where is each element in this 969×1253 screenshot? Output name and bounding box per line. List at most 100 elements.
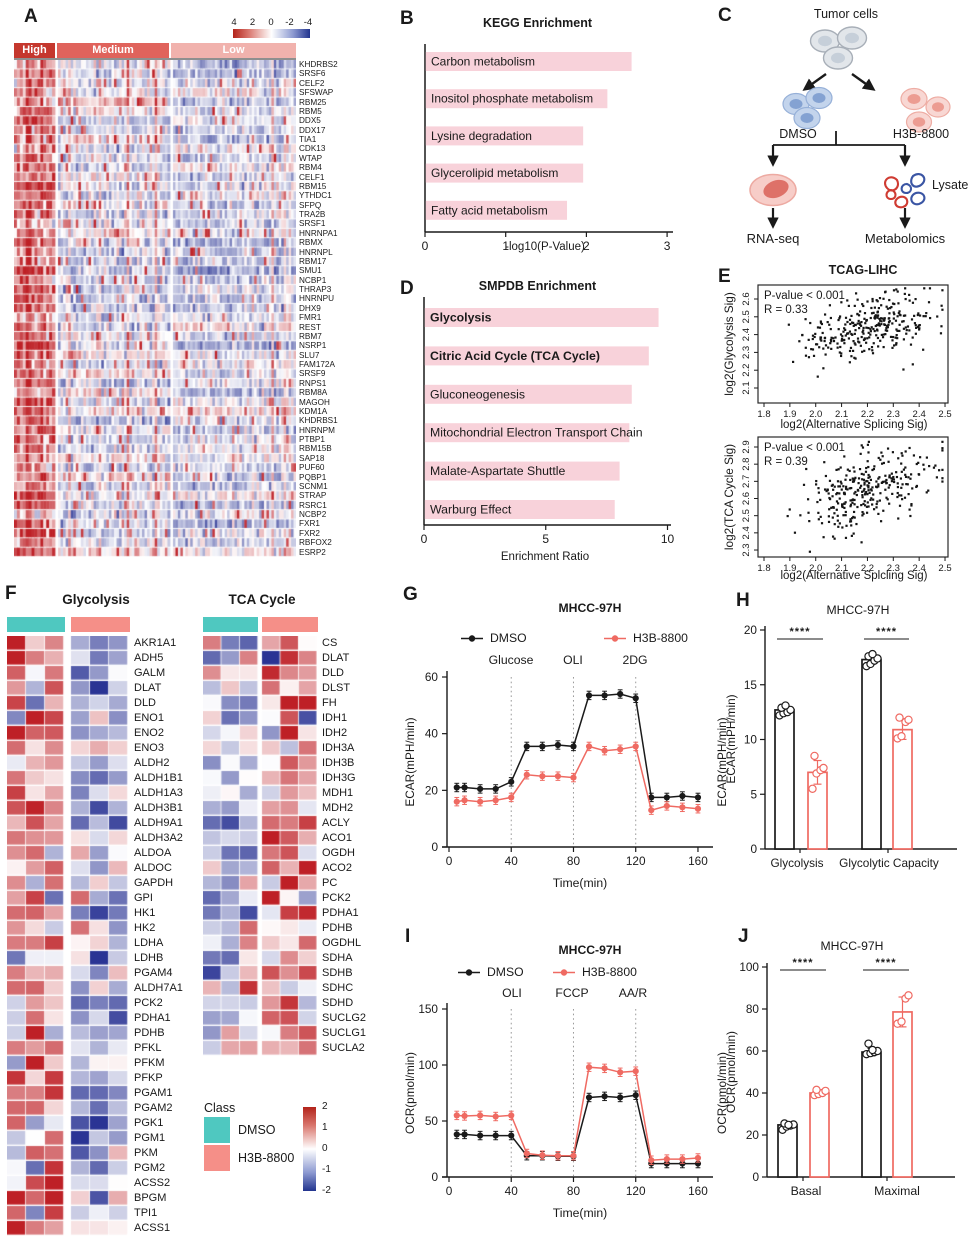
rna-seq-label: RNA-seq: [746, 231, 800, 246]
svg-text:****: ****: [792, 957, 813, 969]
ocr-line-title: MHCC-97H: [558, 943, 622, 957]
panel-label-e: E: [718, 266, 731, 287]
gene-label: MDH1: [322, 787, 354, 799]
svg-text:2.6: 2.6: [741, 292, 752, 305]
workflow-diagram: [749, 26, 951, 229]
svg-text:150: 150: [418, 1002, 438, 1016]
panel-label-i: I: [405, 926, 411, 947]
h3b-label: H3B-8800: [892, 127, 950, 141]
group-header-medium: Medium: [57, 43, 169, 58]
smpdb-xlabel: Enrichment Ratio: [500, 551, 590, 563]
ecar-xlabel: Time(min): [552, 876, 608, 890]
svg-text:2.2: 2.2: [861, 409, 874, 420]
svg-text:2.4: 2.4: [913, 409, 926, 420]
gene-label: PC: [322, 877, 338, 889]
gene-label: IDH1: [322, 712, 348, 724]
svg-text:2.4: 2.4: [741, 328, 752, 341]
gene-label: SUCLG2: [322, 1012, 367, 1024]
gene-label: ACLY: [322, 817, 350, 829]
ocr-xlabel: Time(min): [552, 1206, 608, 1220]
gene-label: TIA1: [299, 135, 317, 145]
gene-label: RBM7: [299, 331, 322, 341]
colorbar-tick: 4: [231, 17, 237, 28]
class-bar-h3b: [262, 617, 318, 632]
svg-text:2.5: 2.5: [741, 310, 752, 323]
svg-text:2.1: 2.1: [835, 409, 848, 420]
gene-label: CELF2: [299, 78, 325, 88]
gene-label: ENO3: [134, 742, 164, 754]
panel-label-b: B: [400, 8, 414, 29]
injection-oli: OLI: [502, 986, 522, 1000]
gene-label: ESRP2: [299, 547, 326, 557]
svg-text:40: 40: [505, 854, 519, 868]
gene-label: KHDRBS1: [299, 416, 338, 426]
gene-label: FAM172A: [299, 360, 335, 370]
gene-label: DLD: [322, 667, 345, 679]
heatmap-a-gene-labels: KHDRBS2 SRSF6 CELF2 SFSWAP RBM25 RBM5 DDX5 DDX1…: [299, 60, 391, 557]
tumor-cells-label: Tumor cells: [813, 7, 879, 21]
kegg-title: KEGG Enrichment: [482, 16, 593, 30]
svg-text:Citric Acid Cycle (TCA Cycle): Citric Acid Cycle (TCA Cycle): [430, 349, 600, 363]
svg-text:5: 5: [750, 787, 757, 801]
heatmap-a-colorbar-ticks: 4 2 0 -2 -4: [229, 17, 313, 28]
gene-label: IDH3A: [322, 742, 355, 754]
gene-label: PDHA1: [134, 1012, 171, 1024]
dmso-label: DMSO: [779, 127, 817, 141]
gene-label: PQBP1: [299, 472, 327, 482]
scatter2-r: R = 0.39: [764, 456, 808, 468]
smpdb-title: SMPDB Enrichment: [478, 279, 597, 293]
tca-heatmap: [203, 636, 317, 1056]
svg-text:****: ****: [876, 626, 897, 638]
svg-text:2.0: 2.0: [809, 563, 822, 574]
svg-text:1.8: 1.8: [757, 563, 770, 574]
svg-text:20: 20: [744, 623, 758, 637]
svg-text:2.2: 2.2: [741, 364, 752, 377]
svg-text:10: 10: [661, 532, 675, 546]
gene-label: FXR1: [299, 519, 320, 529]
gene-label: FXR2: [299, 528, 320, 538]
chart-E-1: 1.8 1.9 2.0 2.1 2.2 2.3 2.4 2.5 2.1 2.2 2.3 2.4 2.5 2…: [741, 284, 952, 420]
colorbar-tick: 2: [322, 1101, 328, 1112]
gene-label: RBMX: [299, 238, 323, 248]
injection-aar: AA/R: [618, 986, 648, 1000]
gene-label: OGDH: [322, 847, 355, 859]
gene-label: ACO2: [322, 862, 352, 874]
gene-label: HNRNPL: [299, 247, 333, 257]
legend-h3b: H3B-8800: [582, 965, 637, 979]
svg-text:40: 40: [746, 1086, 760, 1100]
ocr-bar-title: MHCC-97H: [820, 939, 884, 953]
gene-label: MDH2: [322, 802, 354, 814]
scatter2-pvalue: P-value < 0.001: [764, 442, 845, 454]
gene-label: NCBP1: [299, 275, 327, 285]
gene-label: ALDH3A2: [134, 832, 183, 844]
chart-E-2: 1.8 1.9 2.0 2.1 2.2 2.3 2.4 2.5 2.3 2.4 2.5 2.6 2.7 2…: [741, 436, 952, 574]
gene-label: SFPQ: [299, 200, 322, 210]
svg-text:120: 120: [626, 854, 646, 868]
gene-label: FMR1: [299, 313, 322, 323]
svg-text:10: 10: [744, 733, 758, 747]
gene-label: ADH5: [134, 652, 164, 664]
panel-label-h: H: [736, 590, 750, 611]
gene-label: GALM: [134, 667, 166, 679]
gene-label: RBM4: [299, 163, 322, 173]
gene-label: YTHDC1: [299, 191, 332, 201]
svg-text:Gluconeogenesis: Gluconeogenesis: [430, 387, 525, 401]
legend-dmso: DMSO: [490, 631, 527, 645]
injection-oli: OLI: [563, 653, 583, 667]
gene-label: ALDH2: [134, 757, 170, 769]
class-bar-dmso: [203, 617, 258, 632]
svg-text:0: 0: [750, 842, 757, 856]
colorbar-tick: 1: [322, 1122, 328, 1133]
colorbar-tick: -1: [322, 1164, 331, 1175]
panel-label-j: J: [738, 926, 749, 947]
svg-text:0: 0: [422, 239, 429, 253]
gene-label: REST: [299, 322, 321, 332]
gene-label: ALDH7A1: [134, 982, 183, 994]
gene-label: ALDH1B1: [134, 772, 183, 784]
svg-text:80: 80: [567, 854, 581, 868]
svg-text:2.6: 2.6: [741, 492, 752, 505]
gene-label: IDH3G: [322, 772, 356, 784]
gene-label: RBM25: [299, 97, 327, 107]
gene-label: HK2: [134, 922, 156, 934]
